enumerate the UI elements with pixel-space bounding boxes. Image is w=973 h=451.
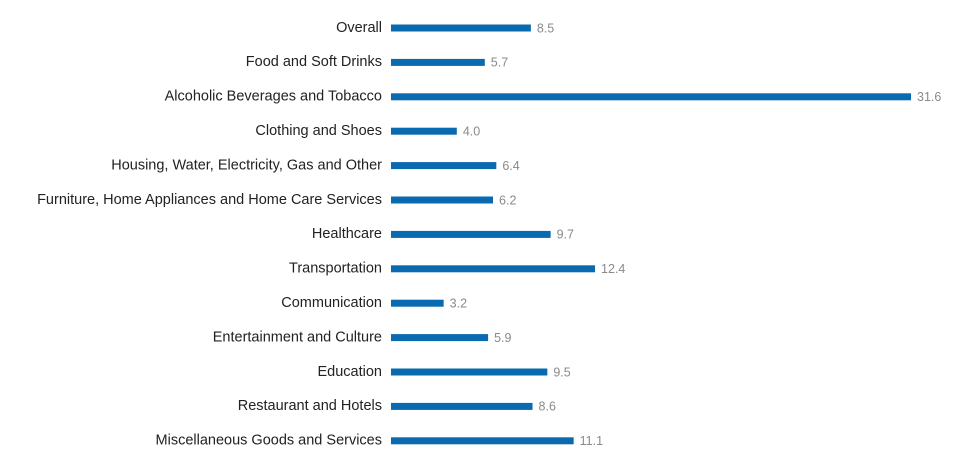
value-label: 8.5 — [537, 21, 554, 35]
category-label: Furniture, Home Appliances and Home Care… — [37, 192, 382, 208]
category-label: Restaurant and Hotels — [238, 398, 382, 414]
bar — [391, 230, 551, 238]
bar — [391, 58, 485, 66]
value-label: 3.2 — [450, 296, 467, 310]
value-label: 31.6 — [917, 90, 941, 104]
category-label: Healthcare — [312, 226, 382, 242]
bar — [391, 24, 531, 32]
category-label: Alcoholic Beverages and Tobacco — [165, 89, 382, 105]
bar — [391, 299, 444, 307]
category-label: Housing, Water, Electricity, Gas and Oth… — [111, 157, 382, 173]
value-label: 5.9 — [494, 331, 511, 345]
category-label: Communication — [281, 295, 382, 311]
value-label: 6.2 — [499, 193, 516, 207]
category-label: Overall — [336, 20, 382, 36]
category-label: Clothing and Shoes — [255, 123, 382, 139]
value-label: 8.6 — [539, 400, 556, 414]
category-label: Entertainment and Culture — [213, 329, 382, 345]
bar — [391, 265, 596, 273]
value-label: 5.7 — [491, 56, 508, 70]
category-label: Miscellaneous Goods and Services — [156, 433, 382, 449]
value-label: 6.4 — [502, 159, 519, 173]
value-label: 9.5 — [553, 365, 570, 379]
category-label: Education — [318, 364, 383, 380]
bar — [391, 402, 533, 410]
bar — [391, 127, 457, 135]
bar — [391, 334, 489, 342]
value-label: 11.1 — [580, 434, 603, 448]
bar — [391, 368, 548, 376]
bar — [391, 93, 911, 101]
value-label: 4.0 — [463, 124, 480, 138]
category-label: Transportation — [289, 261, 382, 277]
bar — [391, 437, 574, 445]
value-label: 12.4 — [601, 262, 625, 276]
value-label: 9.7 — [557, 228, 574, 242]
bar — [391, 162, 497, 170]
bar — [391, 196, 494, 204]
category-label: Food and Soft Drinks — [246, 54, 382, 70]
